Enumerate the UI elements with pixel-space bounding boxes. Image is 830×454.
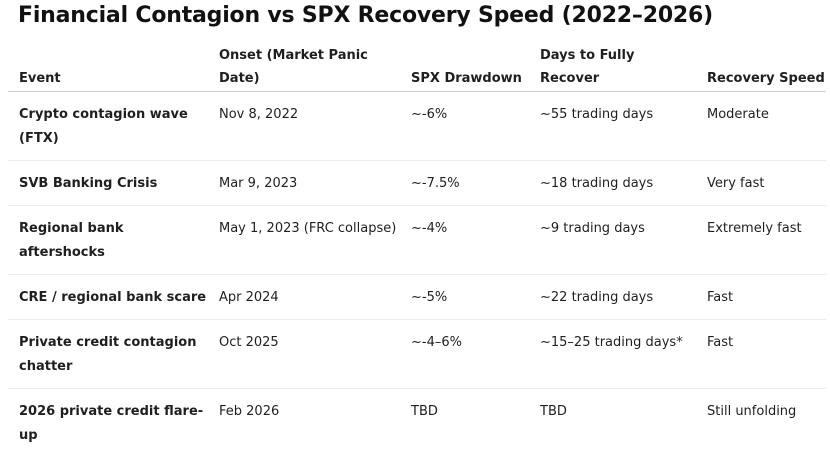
header-row: Event Onset (Market Panic Date) SPX Draw… <box>8 44 826 92</box>
contagion-table: Event Onset (Market Panic Date) SPX Draw… <box>8 44 826 454</box>
cell-onset: Feb 2026 <box>219 404 280 419</box>
table-row: Regional bank aftershocks May 1, 2023 (F… <box>8 205 826 275</box>
cell-drawdown: ~-6% <box>400 91 529 161</box>
cell-speed: Very fast <box>696 160 826 206</box>
cell-event: Regional bank aftershocks <box>8 205 208 275</box>
cell-event: 2026 private credit flare-up <box>19 404 204 443</box>
cell-speed: Fast <box>696 274 826 320</box>
cell-days: ~18 trading days <box>529 160 696 206</box>
table-row: Crypto contagion wave (FTX) Nov 8, 2022 … <box>8 91 826 161</box>
cell-speed: Still unfolding <box>707 404 797 419</box>
cell-onset: Oct 2025 <box>208 319 400 389</box>
column-header-event: Event <box>8 44 208 92</box>
column-header-recovery-speed: Recovery Speed <box>696 44 826 92</box>
cell-event: Crypto contagion wave (FTX) <box>8 91 208 161</box>
cell-days: ~55 trading days <box>529 91 696 161</box>
cell-event: CRE / regional bank scare <box>8 274 208 320</box>
cell-speed: Fast <box>696 319 826 389</box>
column-header-onset: Onset (Market Panic Date) <box>208 44 400 92</box>
cell-drawdown: ~-5% <box>400 274 529 320</box>
table-row: SVB Banking Crisis Mar 9, 2023 ~-7.5% ~1… <box>8 160 826 206</box>
cell-speed: Extremely fast <box>696 205 826 275</box>
cell-speed: Moderate <box>696 91 826 161</box>
cell-onset: Apr 2024 <box>208 274 400 320</box>
cell-days: TBD <box>540 404 567 419</box>
cell-onset: Mar 9, 2023 <box>208 160 400 206</box>
cell-drawdown: ~-4% <box>400 205 529 275</box>
cell-drawdown: ~-4–6% <box>400 319 529 389</box>
cell-event: Private credit contagion chatter <box>8 319 208 389</box>
table-row: Private credit contagion chatter Oct 202… <box>8 319 826 389</box>
cell-drawdown: ~-7.5% <box>400 160 529 206</box>
cell-days: ~15–25 trading days* <box>529 319 696 389</box>
cell-event: SVB Banking Crisis <box>8 160 208 206</box>
page-title: Financial Contagion vs SPX Recovery Spee… <box>18 3 714 28</box>
table-row: 2026 private credit flare-up Feb 2026 TB… <box>8 389 826 454</box>
cell-onset: May 1, 2023 (FRC collapse) <box>208 205 400 275</box>
cell-drawdown: TBD <box>411 404 438 419</box>
table-row: CRE / regional bank scare Apr 2024 ~-5% … <box>8 274 826 320</box>
cell-days: ~22 trading days <box>529 274 696 320</box>
column-header-spx-drawdown: SPX Drawdown <box>400 44 529 92</box>
cell-days: ~9 trading days <box>529 205 696 275</box>
cell-onset: Nov 8, 2022 <box>208 91 400 161</box>
column-header-days-to-recover: Days to Fully Recover <box>529 44 696 92</box>
